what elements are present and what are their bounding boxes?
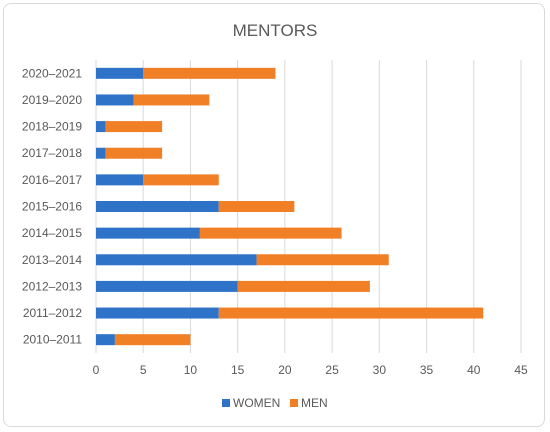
x-tick-label: 10 xyxy=(184,363,198,377)
x-tick-label: 25 xyxy=(325,363,339,377)
y-tick-label: 2015–2016 xyxy=(22,200,82,214)
x-tick-label: 5 xyxy=(140,363,147,377)
bar-women-10 xyxy=(96,334,115,346)
x-tick-label: 0 xyxy=(93,363,100,377)
legend-swatch-women xyxy=(222,399,230,407)
bar-men-7 xyxy=(256,254,389,266)
legend-label-men: MEN xyxy=(301,396,328,410)
bar-men-1 xyxy=(133,94,210,106)
x-tick-label: 35 xyxy=(420,363,434,377)
bar-women-7 xyxy=(96,254,257,266)
bar-men-9 xyxy=(218,307,484,319)
x-axis-labels: 0 5 10 15 20 25 30 35 40 45 xyxy=(93,363,528,377)
bar-men-0 xyxy=(143,67,276,79)
bar-women-3 xyxy=(96,147,106,159)
chart-title: MENTORS xyxy=(233,21,318,40)
bar-men-8 xyxy=(237,280,370,292)
y-tick-label: 2017–2018 xyxy=(22,146,82,160)
y-tick-label: 2012–2013 xyxy=(22,279,82,293)
x-tick-label: 15 xyxy=(231,363,245,377)
y-tick-label: 2019–2020 xyxy=(22,93,82,107)
bar-women-8 xyxy=(96,280,238,292)
y-tick-label: 2010–2011 xyxy=(23,333,83,347)
y-tick-label: 2016–2017 xyxy=(22,173,82,187)
bar-men-2 xyxy=(105,121,163,133)
y-tick-label: 2014–2015 xyxy=(22,226,82,240)
bar-men-4 xyxy=(143,174,219,186)
bars xyxy=(96,67,484,346)
y-tick-label: 2020–2021 xyxy=(22,66,82,80)
bar-men-6 xyxy=(199,227,342,239)
x-tick-label: 45 xyxy=(514,363,528,377)
bar-men-10 xyxy=(114,334,191,346)
x-tick-label: 30 xyxy=(373,363,387,377)
legend-label-women: WOMEN xyxy=(233,396,280,410)
legend: WOMEN MEN xyxy=(222,396,328,410)
x-tick-label: 20 xyxy=(278,363,292,377)
y-tick-label: 2013–2014 xyxy=(22,253,82,267)
legend-swatch-men xyxy=(290,399,298,407)
y-tick-label: 2011–2012 xyxy=(23,306,83,320)
bar-women-6 xyxy=(96,227,200,239)
y-axis-labels: 2020–2021 2019–2020 2018–2019 2017–2018 2016… xyxy=(22,66,82,346)
y-tick-label: 2018–2019 xyxy=(22,120,82,134)
bar-women-0 xyxy=(96,67,144,79)
x-tick-label: 40 xyxy=(467,363,481,377)
bar-women-9 xyxy=(96,307,219,319)
bar-women-1 xyxy=(96,94,134,106)
gridlines xyxy=(95,60,522,353)
bar-women-5 xyxy=(96,201,219,212)
bar-men-5 xyxy=(218,201,295,212)
bar-women-4 xyxy=(96,174,144,186)
bar-men-3 xyxy=(105,147,163,159)
bar-women-2 xyxy=(96,121,106,133)
